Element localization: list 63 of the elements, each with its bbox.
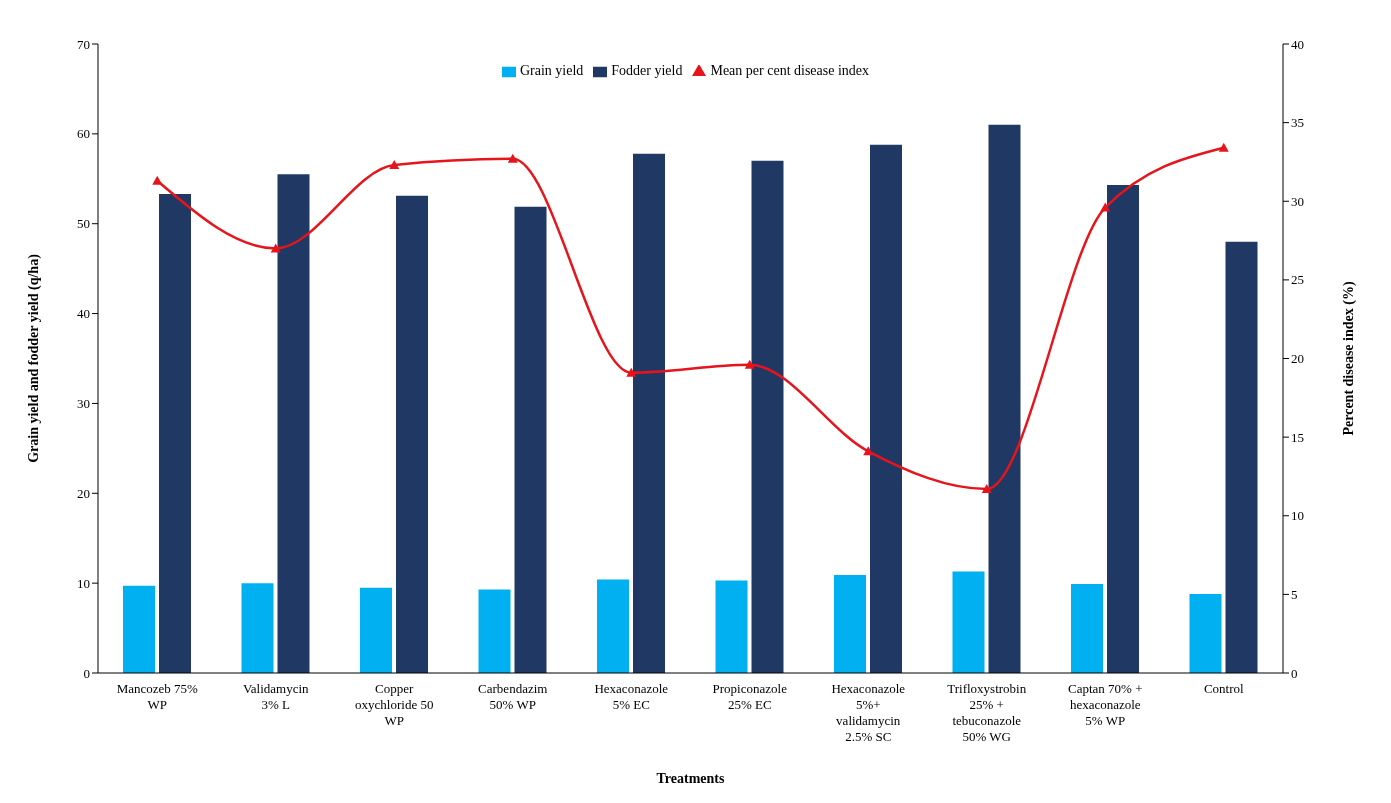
legend-label: Mean per cent disease index [710, 63, 870, 78]
point [152, 175, 163, 185]
bar [396, 195, 428, 673]
bar [478, 589, 511, 673]
x-tick-label: Mancozeb 75% WP [116, 681, 199, 712]
bar [277, 174, 310, 673]
bar [1225, 241, 1258, 673]
bar [1071, 584, 1103, 673]
x-tick-label: Carbendazim 50% WP [478, 681, 548, 712]
bar [952, 571, 985, 673]
x-tick-label: Hexaconazole 5%+ validamycin 2.5% SC [831, 681, 906, 744]
y2-tick-label: 10 [1291, 508, 1304, 524]
bar [597, 579, 629, 673]
point [507, 153, 518, 163]
bar [159, 194, 191, 673]
point [389, 160, 400, 170]
bar [633, 153, 665, 673]
legend-label: Grain yield [519, 63, 584, 78]
x-tick-label: Captan 70% + hexaconazole 5% WP [1068, 681, 1143, 728]
bar [988, 124, 1021, 673]
x-tick-label: Propiconazole 25% EC [712, 681, 788, 712]
bar [715, 580, 748, 673]
y2-tick-label: 15 [1291, 429, 1304, 445]
bar [123, 585, 155, 673]
bar [360, 587, 392, 673]
y-tick-label: 20 [77, 485, 90, 501]
y-tick-label: 70 [77, 36, 90, 52]
y2-tick-label: 20 [1291, 351, 1304, 367]
point [1100, 202, 1111, 212]
y2-tick-label: 40 [1291, 36, 1304, 52]
y-tick-label: 50 [77, 216, 90, 232]
bar [241, 583, 274, 673]
point [1218, 142, 1229, 152]
y2-axis-title: Percent disease index (%) [1340, 281, 1357, 436]
point [744, 359, 755, 369]
x-axis-title: Treatments [656, 771, 725, 786]
bar [514, 206, 547, 673]
y-axis-title: Grain yield and fodder yield (q/ha) [25, 253, 42, 463]
x-tick-label: Copper oxychloride 50 WP [355, 681, 434, 728]
x-tick-label: Trifloxystrobin 25% + tebuconazole 50% WG [947, 681, 1027, 744]
x-tick-label: Control [1203, 681, 1244, 696]
bar [870, 144, 902, 673]
y-tick-label: 0 [83, 665, 90, 681]
y-tick-label: 10 [77, 575, 90, 591]
point [270, 243, 281, 253]
y2-tick-label: 0 [1291, 665, 1298, 681]
legend-label: Fodder yield [611, 63, 683, 78]
bar [1189, 593, 1222, 673]
point [863, 446, 874, 456]
bar [751, 160, 784, 673]
bar [834, 575, 866, 673]
y2-tick-label: 25 [1291, 272, 1304, 288]
point [626, 367, 637, 377]
y2-tick-label: 5 [1291, 586, 1298, 602]
x-tick-label: Hexaconazole 5% EC [594, 681, 669, 712]
y-tick-label: 40 [77, 306, 90, 322]
y-tick-label: 60 [77, 126, 90, 142]
y2-tick-label: 30 [1291, 193, 1304, 209]
bar [1107, 185, 1139, 673]
point [981, 484, 992, 494]
x-tick-label: Validamycin 3% L [242, 681, 310, 712]
y-tick-label: 30 [77, 396, 90, 412]
y2-tick-label: 35 [1291, 115, 1304, 131]
